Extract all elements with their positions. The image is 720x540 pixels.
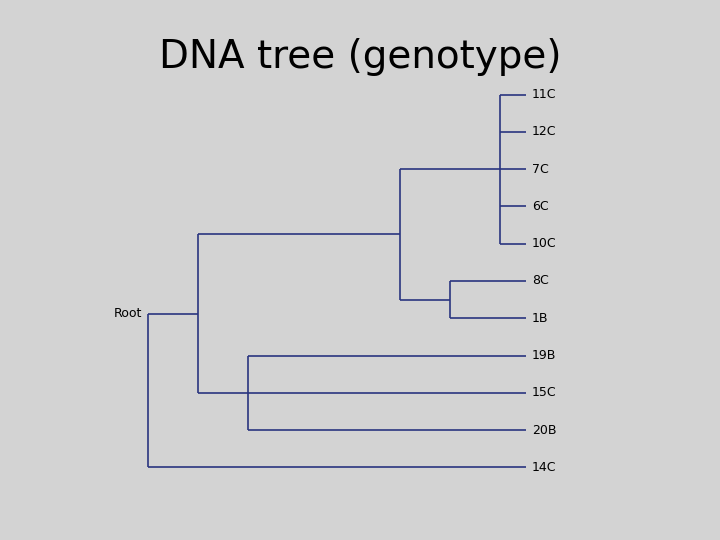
Text: 7C: 7C bbox=[531, 163, 549, 176]
Text: 6C: 6C bbox=[531, 200, 548, 213]
Text: 1B: 1B bbox=[531, 312, 548, 325]
Text: 20B: 20B bbox=[531, 423, 556, 436]
Text: 14C: 14C bbox=[531, 461, 556, 474]
Text: 19B: 19B bbox=[531, 349, 556, 362]
Text: 10C: 10C bbox=[531, 237, 557, 250]
Text: Root: Root bbox=[114, 307, 143, 320]
Text: 8C: 8C bbox=[531, 274, 549, 287]
Text: 12C: 12C bbox=[531, 125, 556, 138]
Text: 11C: 11C bbox=[531, 88, 556, 101]
Text: 15C: 15C bbox=[531, 386, 557, 399]
Text: DNA tree (genotype): DNA tree (genotype) bbox=[158, 38, 562, 76]
